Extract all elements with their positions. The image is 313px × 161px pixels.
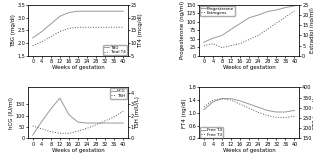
X-axis label: Weeks of gestation: Weeks of gestation: [223, 148, 275, 153]
Y-axis label: TT4 (mcg/dl): TT4 (mcg/dl): [139, 13, 144, 48]
Y-axis label: TSH (mIU/L): TSH (mIU/L): [136, 97, 141, 129]
Y-axis label: TBG (mg/dl): TBG (mg/dl): [11, 14, 16, 47]
Y-axis label: Estradiol (ng/ml): Estradiol (ng/ml): [310, 7, 313, 53]
X-axis label: Weeks of gestation: Weeks of gestation: [52, 65, 104, 70]
Y-axis label: hCG (IU/ml): hCG (IU/ml): [9, 97, 14, 129]
X-axis label: Weeks of gestation: Weeks of gestation: [223, 65, 275, 70]
Legend: hCG, TSH: hCG, TSH: [110, 88, 127, 99]
Legend: TBG, Total T4: TBG, Total T4: [103, 45, 127, 55]
Y-axis label: FT4 (ng/dl): FT4 (ng/dl): [182, 98, 187, 128]
X-axis label: Weeks of gestation: Weeks of gestation: [52, 148, 104, 153]
Y-axis label: Progesterone (ng/ml): Progesterone (ng/ml): [180, 1, 185, 59]
Legend: Free T4, Free T3: Free T4, Free T3: [200, 127, 223, 138]
Legend: Progesterone, Estrogens: Progesterone, Estrogens: [200, 6, 235, 16]
